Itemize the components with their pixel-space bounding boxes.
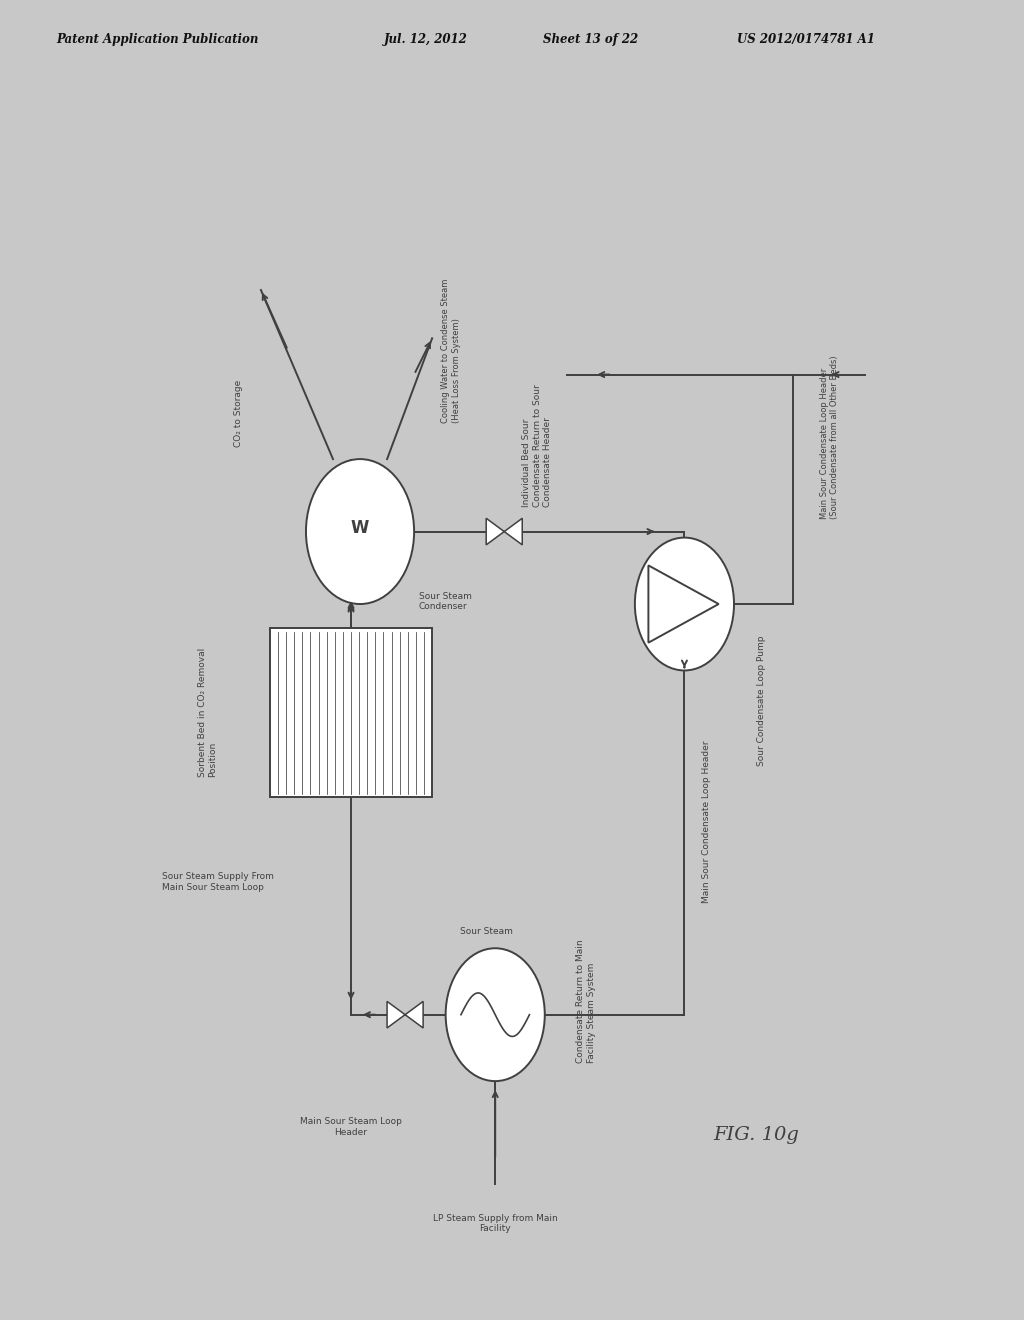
Text: Jul. 12, 2012: Jul. 12, 2012 [384, 33, 468, 46]
Text: Condensate Return to Main
Facility Steam System: Condensate Return to Main Facility Steam… [577, 940, 596, 1063]
Text: FIG. 10g: FIG. 10g [714, 1126, 800, 1144]
Text: Main Sour Steam Loop
Header: Main Sour Steam Loop Header [300, 1117, 402, 1137]
Text: Patent Application Publication: Patent Application Publication [56, 33, 259, 46]
Text: LP Steam Supply from Main
Facility: LP Steam Supply from Main Facility [433, 1214, 558, 1233]
Bar [270, 628, 432, 797]
Circle shape [445, 948, 545, 1081]
Polygon shape [504, 519, 522, 545]
Polygon shape [648, 565, 719, 643]
Text: Sour Condensate Loop Pump: Sour Condensate Loop Pump [757, 635, 766, 766]
Text: Sorbent Bed in CO₂ Removal
Position: Sorbent Bed in CO₂ Removal Position [198, 648, 217, 777]
Text: Sheet 13 of 22: Sheet 13 of 22 [543, 33, 638, 46]
Text: Individual Bed Sour
Condensate Return to Sour
Condensate Header: Individual Bed Sour Condensate Return to… [522, 384, 552, 507]
Polygon shape [486, 519, 504, 545]
Circle shape [306, 459, 414, 605]
Text: US 2012/0174781 A1: US 2012/0174781 A1 [737, 33, 876, 46]
Text: Sour Steam: Sour Steam [460, 927, 513, 936]
Polygon shape [387, 1002, 406, 1028]
Text: Sour Steam Supply From
Main Sour Steam Loop: Sour Steam Supply From Main Sour Steam L… [162, 873, 273, 891]
Text: CO₂ to Storage: CO₂ to Storage [233, 380, 243, 447]
Text: Main Sour Condensate Loop Header
(Sour Condensate from all Other Beds): Main Sour Condensate Loop Header (Sour C… [819, 356, 839, 520]
Text: Main Sour Condensate Loop Header: Main Sour Condensate Loop Header [702, 741, 712, 903]
Text: Cooling Water to Condense Steam
(Heat Loss From System): Cooling Water to Condense Steam (Heat Lo… [441, 279, 461, 422]
Circle shape [635, 537, 734, 671]
Text: W: W [351, 519, 370, 537]
Text: Sour Steam
Condenser: Sour Steam Condenser [419, 591, 471, 611]
Polygon shape [406, 1002, 423, 1028]
